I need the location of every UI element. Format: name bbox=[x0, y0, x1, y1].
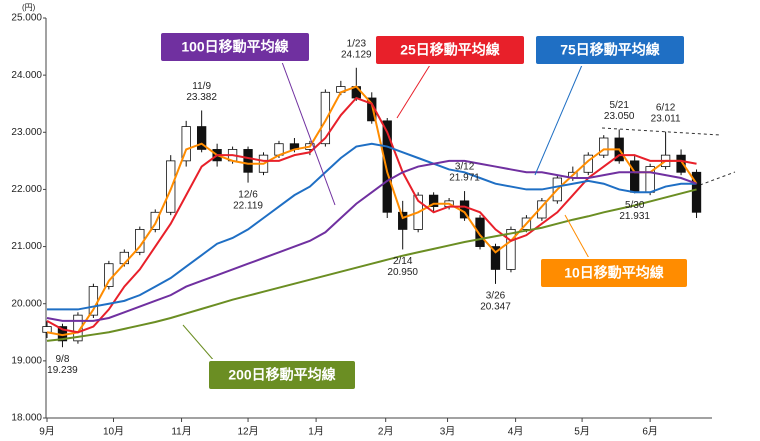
legend-box: 200日移動平均線 bbox=[207, 359, 357, 391]
candle-body bbox=[428, 194, 439, 207]
candle-body bbox=[490, 246, 501, 270]
leader-line bbox=[534, 64, 583, 176]
candle-body bbox=[398, 211, 408, 230]
leader-line bbox=[564, 214, 591, 261]
candle-body bbox=[599, 137, 609, 156]
annotation-date: 9/8 bbox=[56, 354, 70, 365]
y-tick-label: 19.000 bbox=[11, 355, 42, 366]
x-tick-label: 12月 bbox=[237, 426, 258, 438]
x-tick-label: 3月 bbox=[440, 426, 456, 438]
legend-box: 10日移動平均線 bbox=[539, 257, 689, 289]
x-tick-label: 10月 bbox=[103, 426, 124, 438]
ma-line bbox=[46, 159, 697, 322]
candle-body bbox=[196, 126, 207, 150]
legend-label: 75日移動平均線 bbox=[560, 42, 660, 58]
legend-box: 75日移動平均線 bbox=[534, 34, 686, 66]
annotation-value: 21.971 bbox=[449, 173, 480, 184]
annotation-date: 6/12 bbox=[656, 102, 676, 113]
annotation-value: 20.347 bbox=[480, 302, 511, 313]
annotation-date: 2/14 bbox=[393, 256, 413, 267]
candle-body bbox=[676, 154, 686, 173]
y-unit: (円) bbox=[22, 3, 36, 12]
candle-body bbox=[537, 200, 547, 219]
candle-body bbox=[506, 229, 516, 270]
candle-body bbox=[150, 211, 160, 230]
annotation-value: 23.050 bbox=[604, 111, 635, 122]
ma-line bbox=[46, 188, 697, 342]
annotation-date: 5/21 bbox=[609, 100, 629, 111]
annotation-date: 3/12 bbox=[455, 162, 475, 173]
y-tick-label: 18.000 bbox=[11, 413, 42, 424]
legend-box: 100日移動平均線 bbox=[159, 31, 311, 63]
candle-body bbox=[166, 160, 176, 213]
legend-box-bg bbox=[207, 359, 357, 391]
candle-body bbox=[243, 149, 253, 173]
x-tick-label: 1月 bbox=[308, 426, 324, 438]
y-tick-label: 22.000 bbox=[11, 184, 42, 195]
legend-box-bg bbox=[539, 257, 689, 289]
annotation-value: 23.382 bbox=[186, 92, 217, 103]
candle-body bbox=[320, 91, 331, 145]
trend-line bbox=[699, 171, 736, 186]
y-tick-label: 20.000 bbox=[11, 298, 42, 309]
annotation-value: 20.950 bbox=[387, 267, 418, 278]
leader-line bbox=[396, 64, 431, 119]
annotation-date: 5/30 bbox=[625, 200, 645, 211]
x-tick-label: 2月 bbox=[378, 426, 394, 438]
annotation-date: 1/23 bbox=[347, 38, 367, 49]
y-tick-label: 24.000 bbox=[11, 70, 42, 81]
x-tick-label: 4月 bbox=[508, 426, 524, 438]
candle-body bbox=[475, 217, 485, 247]
annotation-value: 19.239 bbox=[47, 365, 78, 376]
y-tick-label: 25.000 bbox=[11, 13, 42, 24]
legend-label: 25日移動平均線 bbox=[400, 42, 500, 58]
candle-body bbox=[630, 160, 640, 193]
candle-body bbox=[42, 326, 52, 333]
x-tick-label: 6月 bbox=[642, 426, 658, 438]
x-tick-label: 9月 bbox=[39, 426, 55, 438]
annotation-value: 24.129 bbox=[341, 49, 372, 60]
ma-line bbox=[47, 142, 697, 311]
trend-line bbox=[601, 127, 721, 136]
leader-line bbox=[281, 61, 336, 206]
annotation-date: 11/9 bbox=[192, 81, 211, 92]
candle-body bbox=[73, 314, 83, 342]
legend-box-bg bbox=[534, 34, 686, 66]
annotation-value: 23.011 bbox=[651, 113, 681, 124]
annotation-date: 3/26 bbox=[486, 291, 506, 302]
candle-body bbox=[691, 171, 702, 213]
candle-body bbox=[181, 126, 191, 162]
annotation-value: 21.931 bbox=[619, 211, 650, 222]
candle-body bbox=[119, 251, 129, 265]
y-tick-label: 21.000 bbox=[11, 241, 42, 252]
annotation-value: 22.119 bbox=[233, 200, 263, 211]
candle-body bbox=[367, 97, 377, 122]
candle-body bbox=[382, 120, 392, 213]
candle-body bbox=[104, 263, 114, 287]
legend-label: 10日移動平均線 bbox=[564, 265, 664, 281]
legend-box-bg bbox=[159, 31, 311, 63]
x-tick-label: 11月 bbox=[171, 426, 191, 438]
x-tick-label: 5月 bbox=[574, 426, 590, 438]
legend-label: 200日移動平均線 bbox=[228, 367, 335, 383]
legend-label: 100日移動平均線 bbox=[181, 39, 288, 55]
legend-box-bg bbox=[374, 34, 526, 66]
annotation-date: 12/6 bbox=[238, 189, 258, 200]
y-tick-label: 23.000 bbox=[11, 127, 42, 138]
legend-box: 25日移動平均線 bbox=[374, 34, 526, 66]
